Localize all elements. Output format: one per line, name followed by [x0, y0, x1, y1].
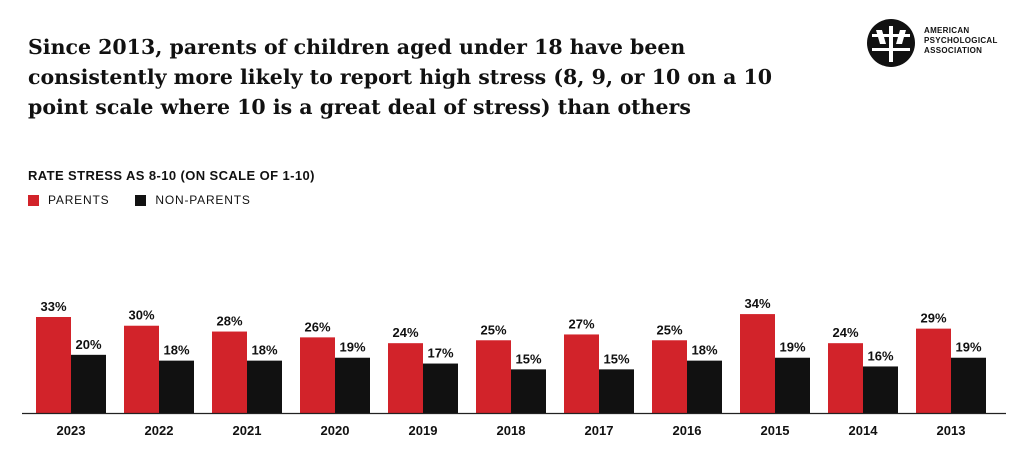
bar-non-parents-2020 — [335, 357, 370, 413]
bar-group-2019: 24% 17% 2019 — [388, 325, 458, 438]
x-tick-label-2015: 2015 — [761, 423, 790, 438]
bar-group-2021: 28% 18% 2021 — [212, 314, 282, 438]
data-label-non-parents-2015: 19% — [779, 340, 805, 355]
data-label-non-parents-2018: 15% — [515, 351, 541, 366]
data-label-non-parents-2019: 17% — [427, 346, 453, 361]
data-label-parents-2017: 27% — [568, 316, 594, 331]
x-tick-label-2016: 2016 — [673, 423, 702, 438]
legend-item-non-parents: NON-PARENTS — [135, 193, 250, 207]
legend-label-non-parents: NON-PARENTS — [155, 193, 251, 207]
apa-psi-icon — [867, 19, 915, 67]
apa-wordmark: AMERICAN PSYCHOLOGICAL ASSOCIATION — [924, 26, 998, 56]
x-tick-label-2020: 2020 — [321, 423, 350, 438]
bar-parents-2022 — [124, 325, 159, 413]
x-tick-label-2017: 2017 — [585, 423, 614, 438]
bar-parents-2016 — [652, 340, 687, 413]
data-label-non-parents-2013: 19% — [955, 340, 981, 355]
bar-parents-2013 — [916, 328, 951, 413]
bar-parents-2021 — [212, 331, 247, 413]
bar-group-2017: 27% 15% 2017 — [564, 316, 634, 438]
bar-group-2020: 26% 19% 2020 — [300, 319, 370, 438]
bar-group-2015: 34% 19% 2015 — [740, 296, 810, 438]
x-tick-label-2019: 2019 — [409, 423, 438, 438]
data-label-parents-2020: 26% — [304, 319, 330, 334]
bar-group-2023: 33% 20% 2023 — [36, 299, 106, 438]
x-tick-label-2018: 2018 — [497, 423, 526, 438]
legend: PARENTS NON-PARENTS — [28, 193, 277, 207]
bar-non-parents-2014 — [863, 366, 898, 413]
x-tick-label-2021: 2021 — [233, 423, 262, 438]
bar-group-2013: 29% 19% 2013 — [916, 311, 986, 438]
bar-group-2022: 30% 18% 2022 — [124, 308, 194, 438]
bar-parents-2020 — [300, 337, 335, 413]
bar-non-parents-2021 — [247, 360, 282, 413]
bar-group-2016: 25% 18% 2016 — [652, 322, 722, 438]
data-label-parents-2014: 24% — [832, 325, 858, 340]
logo-line: AMERICAN — [924, 26, 970, 35]
x-tick-label-2022: 2022 — [145, 423, 174, 438]
data-label-parents-2015: 34% — [744, 296, 770, 311]
data-label-non-parents-2017: 15% — [603, 351, 629, 366]
logo-line: PSYCHOLOGICAL — [924, 36, 998, 45]
bar-parents-2023 — [36, 317, 71, 413]
legend-label-parents: PARENTS — [48, 193, 110, 207]
bar-non-parents-2018 — [511, 369, 546, 413]
bar-non-parents-2017 — [599, 369, 634, 413]
bar-parents-2017 — [564, 334, 599, 413]
x-tick-label-2013: 2013 — [937, 423, 966, 438]
data-label-parents-2013: 29% — [920, 311, 946, 326]
bar-non-parents-2019 — [423, 363, 458, 413]
data-label-non-parents-2021: 18% — [251, 343, 277, 358]
bar-non-parents-2022 — [159, 360, 194, 413]
bar-non-parents-2013 — [951, 357, 986, 413]
bar-group-2018: 25% 15% 2018 — [476, 322, 546, 438]
logo-line: ASSOCIATION — [924, 46, 983, 55]
legend-swatch-non-parents — [135, 194, 147, 206]
data-label-non-parents-2023: 20% — [75, 337, 101, 352]
data-label-non-parents-2022: 18% — [163, 343, 189, 358]
page-title: Since 2013, parents of children aged und… — [28, 35, 773, 119]
data-label-parents-2019: 24% — [392, 325, 418, 340]
x-tick-label-2023: 2023 — [57, 423, 86, 438]
bar-non-parents-2015 — [775, 357, 810, 413]
bar-parents-2014 — [828, 343, 863, 413]
data-label-parents-2022: 30% — [128, 308, 154, 323]
data-label-parents-2016: 25% — [656, 322, 682, 337]
x-tick-label-2014: 2014 — [849, 423, 879, 438]
bar-parents-2019 — [388, 343, 423, 413]
bar-non-parents-2016 — [687, 360, 722, 413]
bar-parents-2018 — [476, 340, 511, 413]
bar-non-parents-2023 — [71, 354, 106, 413]
apa-logo: AMERICAN PSYCHOLOGICAL ASSOCIATION — [866, 18, 1016, 68]
bar-parents-2015 — [740, 314, 775, 413]
chart-title: RATE STRESS AS 8-10 (ON SCALE OF 1-10) — [28, 168, 315, 183]
legend-swatch-parents — [28, 194, 39, 206]
legend-item-parents: PARENTS — [28, 193, 109, 207]
data-label-parents-2021: 28% — [216, 314, 242, 329]
data-label-non-parents-2014: 16% — [867, 348, 893, 363]
data-label-parents-2023: 33% — [40, 299, 66, 314]
data-label-non-parents-2016: 18% — [691, 343, 717, 358]
data-label-non-parents-2020: 19% — [339, 340, 365, 355]
data-label-parents-2018: 25% — [480, 322, 506, 337]
bar-group-2014: 24% 16% 2014 — [828, 325, 898, 438]
